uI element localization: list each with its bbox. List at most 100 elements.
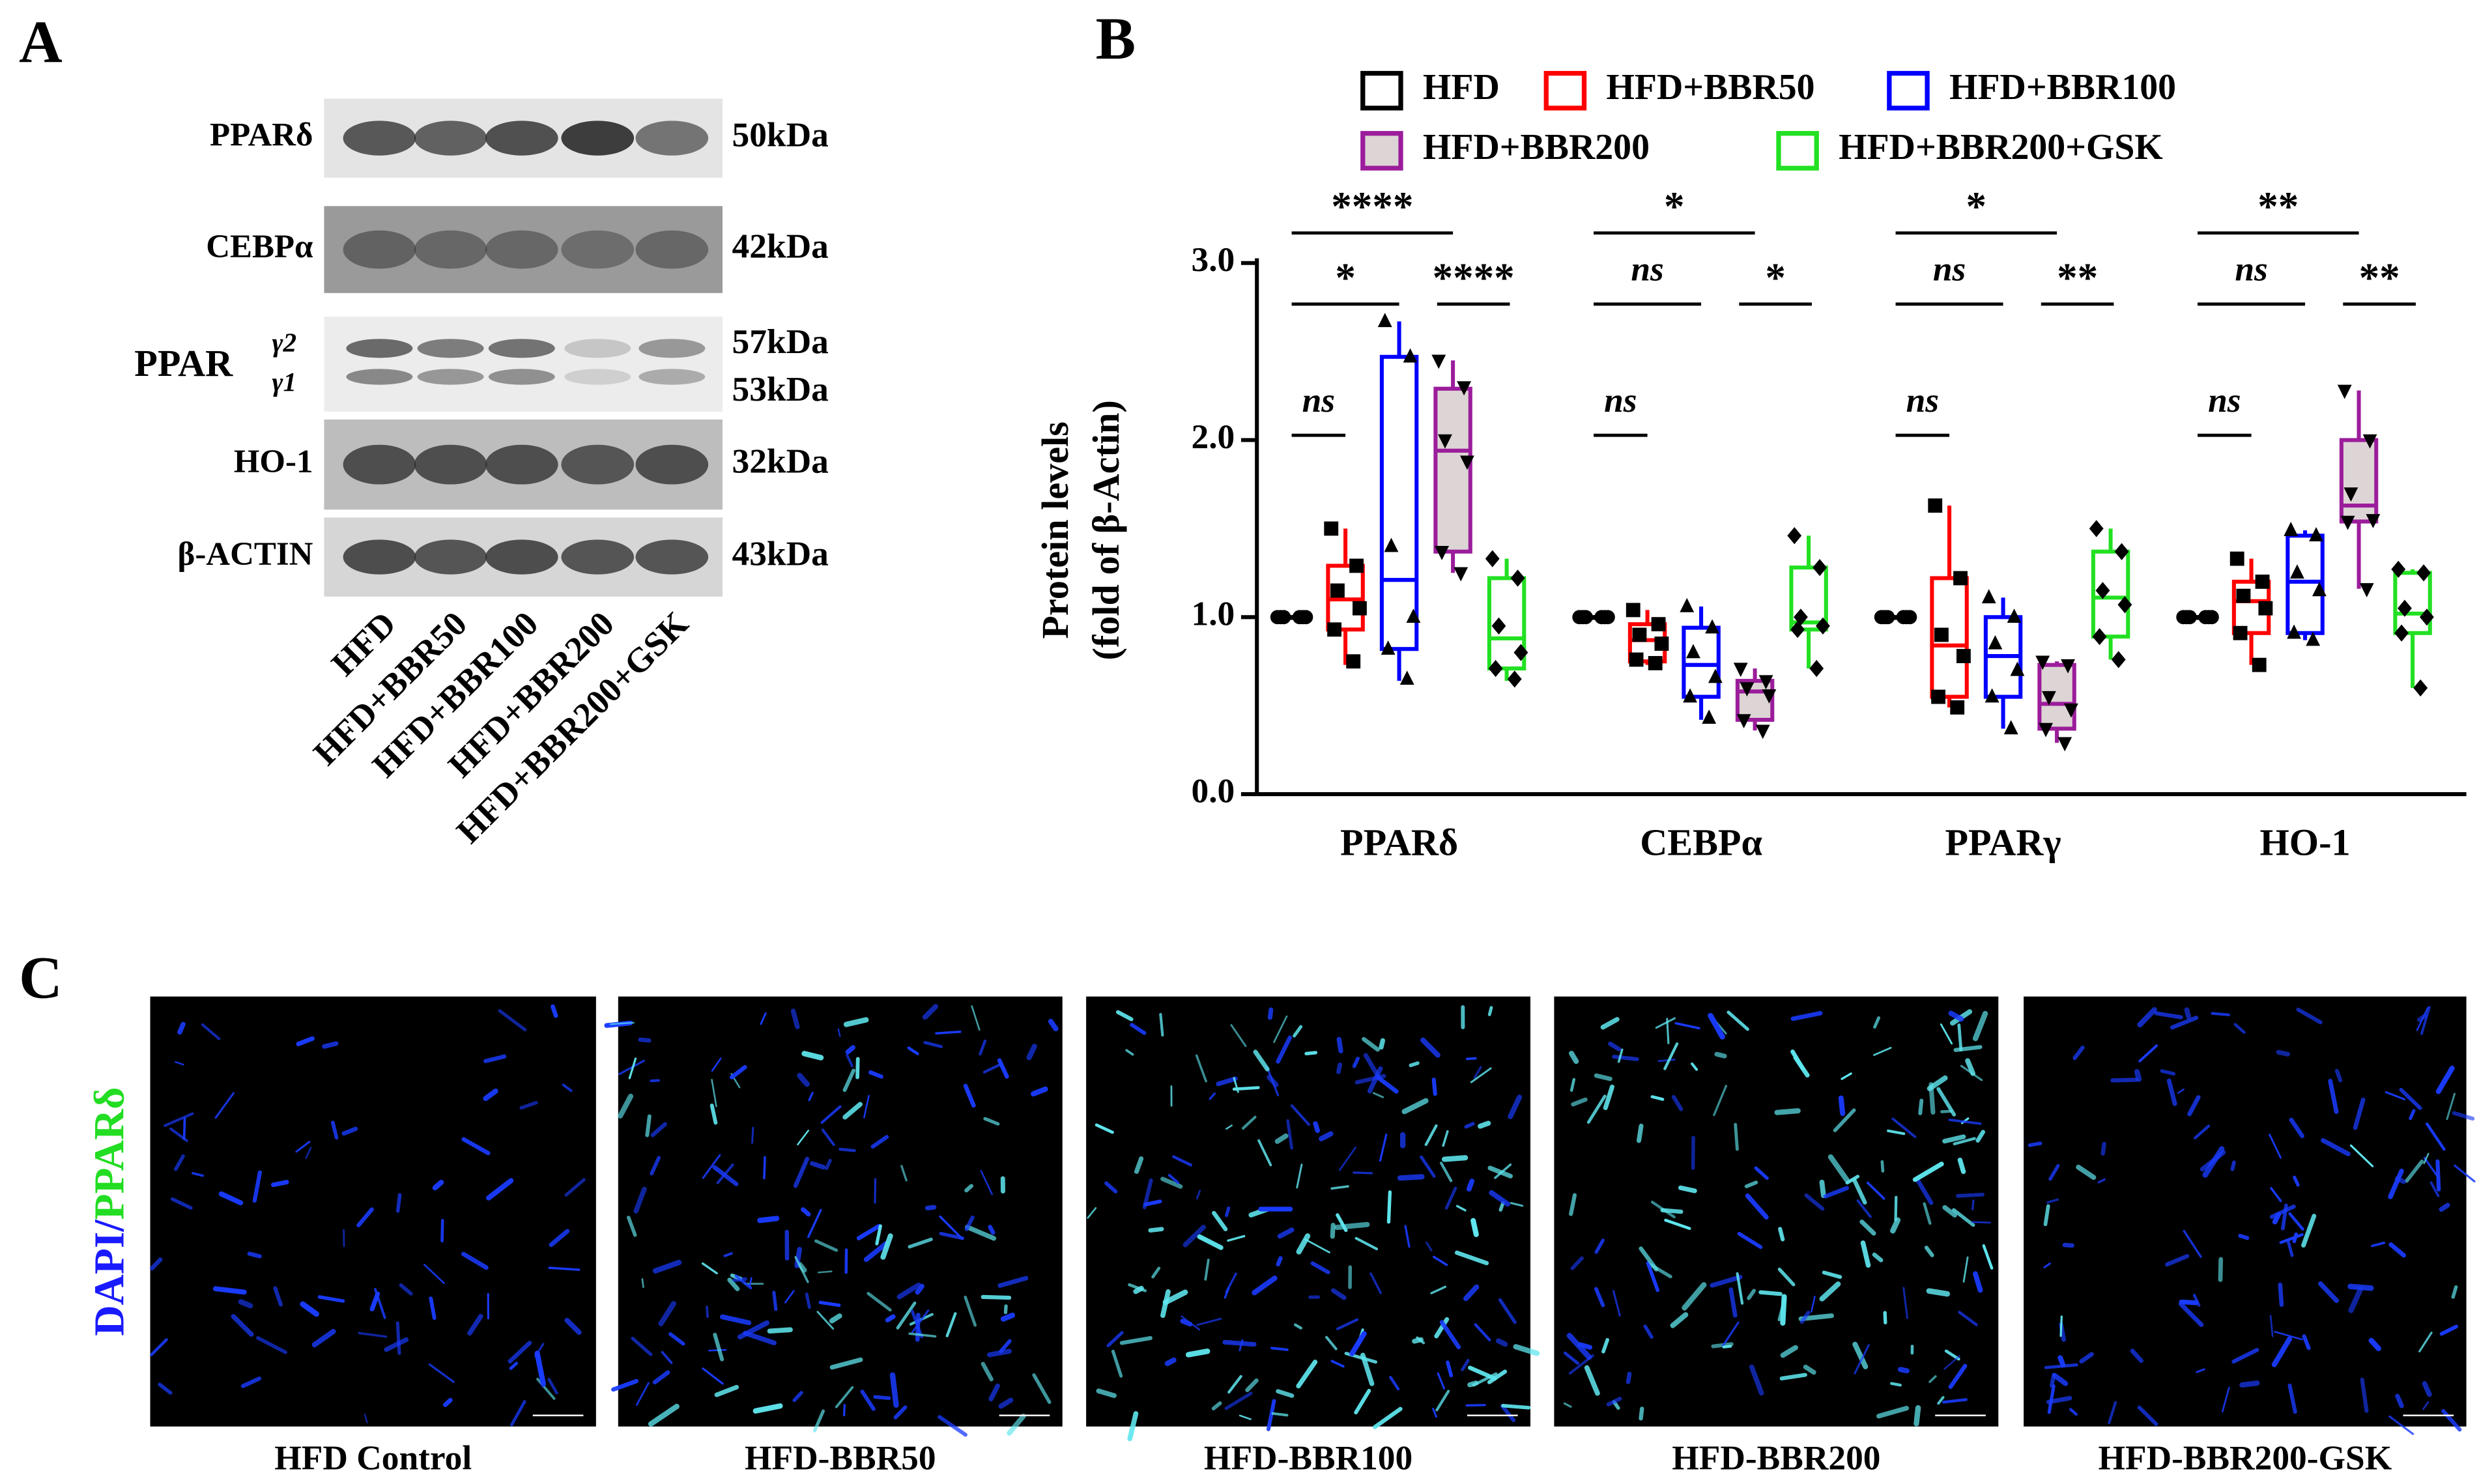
cell-signal <box>743 1330 777 1346</box>
cell-signal <box>1181 1315 1201 1331</box>
cell-signal <box>1494 1163 1512 1179</box>
cell-signal <box>395 1193 402 1213</box>
cell-signal <box>1655 1017 1676 1029</box>
cell-signal <box>1454 1250 1489 1266</box>
cell-signal <box>1257 1139 1272 1167</box>
box <box>1379 354 1419 651</box>
panel-label: A <box>19 8 63 75</box>
blot-band <box>561 230 635 269</box>
cell-signal <box>1902 1287 1909 1319</box>
data-point <box>1686 644 1700 659</box>
data-point <box>2252 657 2267 672</box>
cell-signal <box>1678 1185 1697 1193</box>
cell-signal <box>1570 1256 1584 1270</box>
cell-signal <box>1111 1349 1123 1378</box>
cell-signal <box>2353 1097 2366 1130</box>
cell-signal <box>1125 1049 1134 1056</box>
cell-signal <box>1714 1051 1727 1059</box>
cell-signal <box>1196 1317 1222 1326</box>
data-point <box>1488 660 1503 678</box>
data-point <box>1896 610 1911 625</box>
cell-signal <box>2183 1229 2202 1258</box>
cell-signal <box>801 1207 811 1217</box>
cell-signal <box>1313 1121 1321 1134</box>
cell-signal <box>1168 1173 1180 1184</box>
cell-signal <box>727 1277 740 1292</box>
data-point <box>2233 625 2248 640</box>
cell-signal <box>2130 1348 2144 1363</box>
blot-band <box>638 369 706 385</box>
cell-signal <box>1354 1388 1371 1415</box>
data-point <box>1460 455 1474 470</box>
data-point <box>1330 583 1345 598</box>
significance-label: ** <box>2359 255 2400 300</box>
cell-signal <box>2069 1408 2078 1416</box>
data-point <box>1346 654 1361 669</box>
cell-signal <box>712 1165 739 1186</box>
cell-signal <box>1671 1094 1684 1111</box>
cell-signal <box>341 1126 358 1136</box>
cell-signal <box>1435 1390 1450 1412</box>
cell-signal <box>1290 1104 1311 1126</box>
cell-signal <box>867 1292 892 1312</box>
cell-signal <box>169 1127 188 1143</box>
blot-band <box>414 539 487 575</box>
data-point <box>2089 520 2104 537</box>
cell-signal <box>1227 1234 1246 1242</box>
cell-signal <box>2028 1141 2042 1147</box>
cell-signal <box>177 1021 186 1035</box>
data-point <box>1953 571 1968 586</box>
blot-band <box>488 339 555 358</box>
cell-signal <box>2388 1242 2406 1258</box>
cell-signal <box>843 1017 869 1027</box>
cell-signal <box>182 1117 186 1141</box>
cell-signal <box>1948 1010 1964 1022</box>
y-tick-label: 3.0 <box>1192 240 1235 279</box>
cell-signal <box>1296 1360 1318 1389</box>
cell-signal <box>1363 1053 1381 1079</box>
cell-signal <box>2072 1046 2085 1061</box>
data-point <box>1758 675 1773 690</box>
cell-signal <box>900 1165 908 1182</box>
cell-signal <box>1239 1339 1244 1352</box>
data-point <box>1648 656 1663 670</box>
micrograph <box>1086 996 1531 1427</box>
cell-signal <box>534 1343 545 1358</box>
cell-signal <box>1612 1055 1639 1061</box>
cell-signal <box>1793 1055 1810 1077</box>
cell-signal <box>702 1367 724 1385</box>
cell-signal <box>1822 1270 1842 1279</box>
cell-signal <box>317 1295 345 1303</box>
blot-band <box>635 121 709 156</box>
cell-signal <box>842 1404 846 1417</box>
cell-signal <box>1182 1224 1206 1248</box>
cell-signal <box>1873 1016 1881 1029</box>
cell-signal <box>2426 1122 2446 1151</box>
cell-signal <box>856 1223 881 1240</box>
cell-signal <box>2269 1134 2282 1159</box>
cell-signal <box>922 1004 939 1020</box>
cell-signal <box>981 1294 1012 1300</box>
data-point <box>1399 670 1414 685</box>
cell-signal <box>1474 1323 1491 1341</box>
cell-signal <box>1426 1242 1433 1251</box>
data-point <box>1651 617 1666 632</box>
cell-signal <box>1487 1006 1493 1016</box>
cell-signal <box>1276 1256 1283 1267</box>
cell-signal <box>2435 1159 2441 1191</box>
cell-signal <box>300 1301 319 1317</box>
cell-signal <box>1336 1318 1359 1330</box>
legend-swatch <box>1360 131 1403 171</box>
micrograph <box>2024 996 2467 1427</box>
cell-signal <box>2166 1078 2177 1106</box>
data-point <box>2309 527 2323 542</box>
cell-signal <box>2301 1214 2317 1248</box>
cell-signal <box>981 1362 994 1382</box>
cell-signal <box>2108 1401 2117 1425</box>
cell-signal <box>924 1205 937 1211</box>
cell-signal <box>2110 1077 2138 1083</box>
cell-signal <box>923 1040 943 1048</box>
x-tick-label: HO-1 <box>2260 821 2351 864</box>
data-point <box>2042 691 2056 706</box>
cell-signal <box>1962 1256 1969 1283</box>
